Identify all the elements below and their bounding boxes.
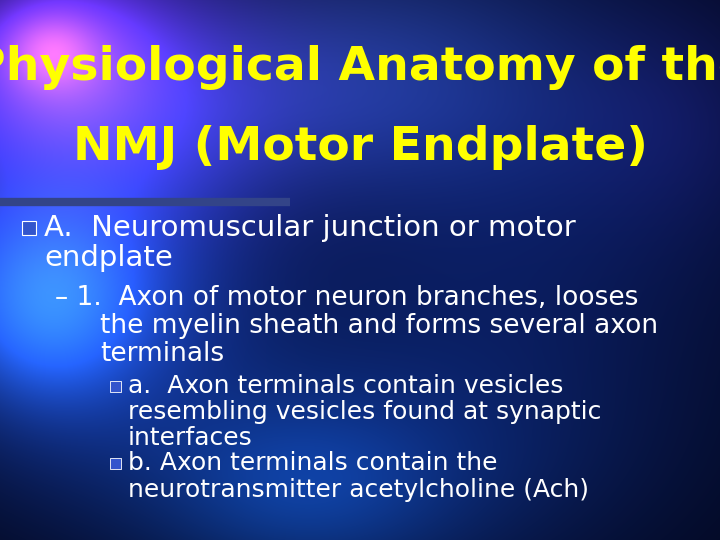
FancyBboxPatch shape <box>22 221 36 235</box>
Text: the myelin sheath and forms several axon: the myelin sheath and forms several axon <box>100 313 658 339</box>
Text: Physiological Anatomy of the: Physiological Anatomy of the <box>0 45 720 91</box>
Text: resembling vesicles found at synaptic: resembling vesicles found at synaptic <box>128 400 601 424</box>
FancyBboxPatch shape <box>110 381 121 392</box>
Text: endplate: endplate <box>44 244 173 272</box>
Text: – 1.  Axon of motor neuron branches, looses: – 1. Axon of motor neuron branches, loos… <box>55 285 639 311</box>
Text: A.  Neuromuscular junction or motor: A. Neuromuscular junction or motor <box>44 214 576 242</box>
Text: a.  Axon terminals contain vesicles: a. Axon terminals contain vesicles <box>128 374 563 398</box>
Text: interfaces: interfaces <box>128 426 253 450</box>
Text: b. Axon terminals contain the: b. Axon terminals contain the <box>128 451 498 475</box>
Text: NMJ (Motor Endplate): NMJ (Motor Endplate) <box>73 125 647 171</box>
Text: terminals: terminals <box>100 341 224 367</box>
FancyBboxPatch shape <box>110 457 121 469</box>
Text: neurotransmitter acetylcholine (Ach): neurotransmitter acetylcholine (Ach) <box>128 478 589 502</box>
